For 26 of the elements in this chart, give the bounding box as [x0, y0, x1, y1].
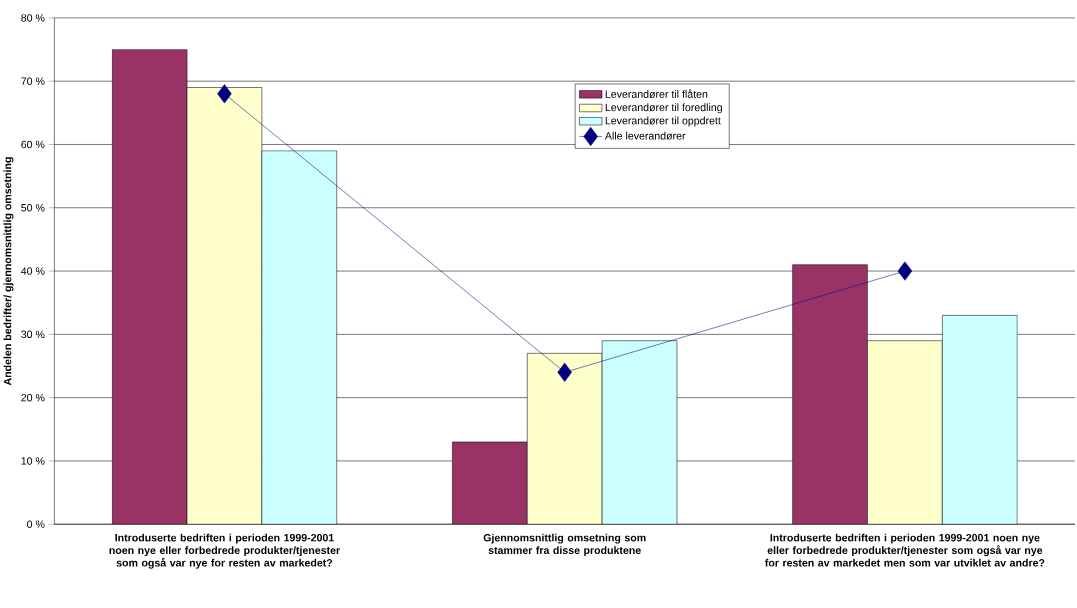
bar	[111, 49, 188, 525]
bar	[601, 340, 678, 525]
y-tick-label: 30 %	[21, 330, 45, 339]
legend-label: Leverandører til foredling	[605, 103, 722, 114]
legend-label: Alle leverandører	[604, 132, 686, 140]
bar	[452, 441, 528, 525]
y-tick-label: 10 %	[21, 457, 45, 465]
point	[897, 261, 913, 281]
y-tick-label: 80 %	[21, 14, 45, 22]
y-tick-label: 70 %	[21, 77, 45, 86]
y-tick-label: 20 %	[21, 394, 45, 402]
x-tick-label: Introduserte bedriften i perioden 1999-2001 noen nye eller forbedrede produkter/tjenester som også var nye for resten av markedet men som var utviklet av andre?	[765, 533, 1045, 567]
legend-label: Leverandører til oppdrett	[605, 116, 721, 127]
x-tick-label: Gjennomsnittlig omsetning som stammer fra disse produktene	[483, 533, 646, 557]
legend-label: Leverandører til flåten	[605, 89, 708, 99]
x-tick-label: Introduserte bedriften i perioden 1999-2001 noen nye eller forbedrede produkter/tjenester som også var nye for resten av markedet?	[109, 533, 340, 569]
point	[217, 84, 232, 104]
bar	[942, 315, 1018, 525]
y-axis-title: Andelen bedrifter/ gjennomsnittlig omsetning	[3, 157, 14, 386]
y-tick-label: 60 %	[21, 140, 45, 149]
y-tick-label: 40 %	[21, 267, 45, 275]
y-tick-label: 0 %	[27, 520, 45, 529]
bar	[792, 264, 868, 525]
point	[557, 362, 572, 383]
bar	[261, 150, 338, 525]
y-tick-label: 50 %	[21, 204, 45, 212]
